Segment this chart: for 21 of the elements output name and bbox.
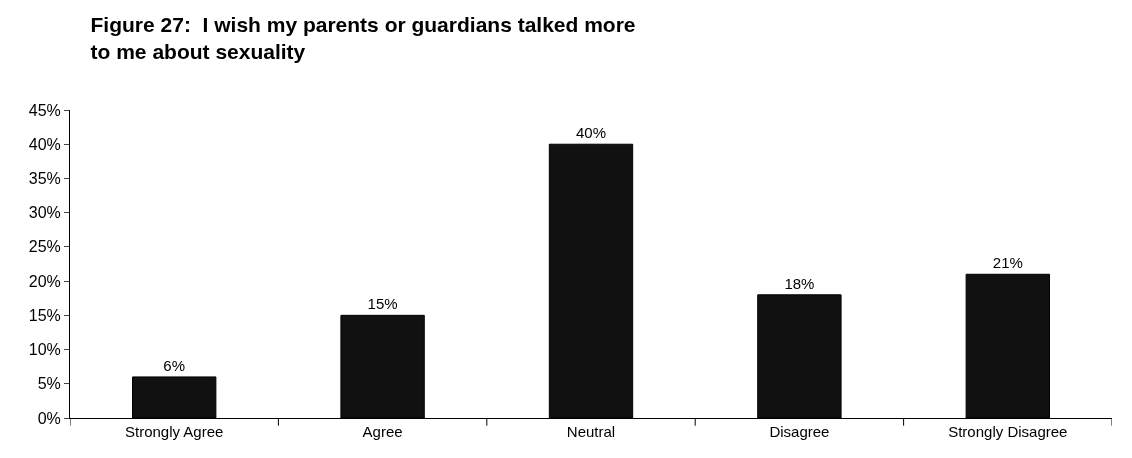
y-tick-label: 35% (28, 170, 61, 188)
y-tick-label: 25% (28, 238, 61, 256)
y-tick-label: 30% (28, 204, 61, 222)
data-label: 18% (784, 274, 815, 292)
data-label: 6% (163, 356, 186, 374)
x-tick-label: Agree (362, 423, 403, 440)
chart-title: Figure 27: I wish my parents or guardians talked more to me about sexuality (90, 13, 636, 64)
y-tick-label: 45% (28, 101, 61, 119)
x-tick-label: Strongly Agree (125, 423, 224, 440)
y-tick-label: 0% (37, 409, 61, 427)
x-tick-label: Neutral (566, 423, 616, 440)
y-tick-label: 5% (37, 375, 61, 393)
y-tick-label: 20% (28, 272, 61, 290)
y-tick-label: 10% (28, 341, 61, 359)
x-tick-label: Strongly Disagree (948, 423, 1068, 440)
data-label: 15% (367, 295, 398, 313)
data-label: 21% (992, 254, 1023, 272)
y-tick-label: 40% (28, 135, 61, 153)
x-tick-label: Disagree (769, 423, 830, 440)
y-tick-label: 15% (28, 306, 61, 324)
data-label: 40% (575, 124, 607, 142)
